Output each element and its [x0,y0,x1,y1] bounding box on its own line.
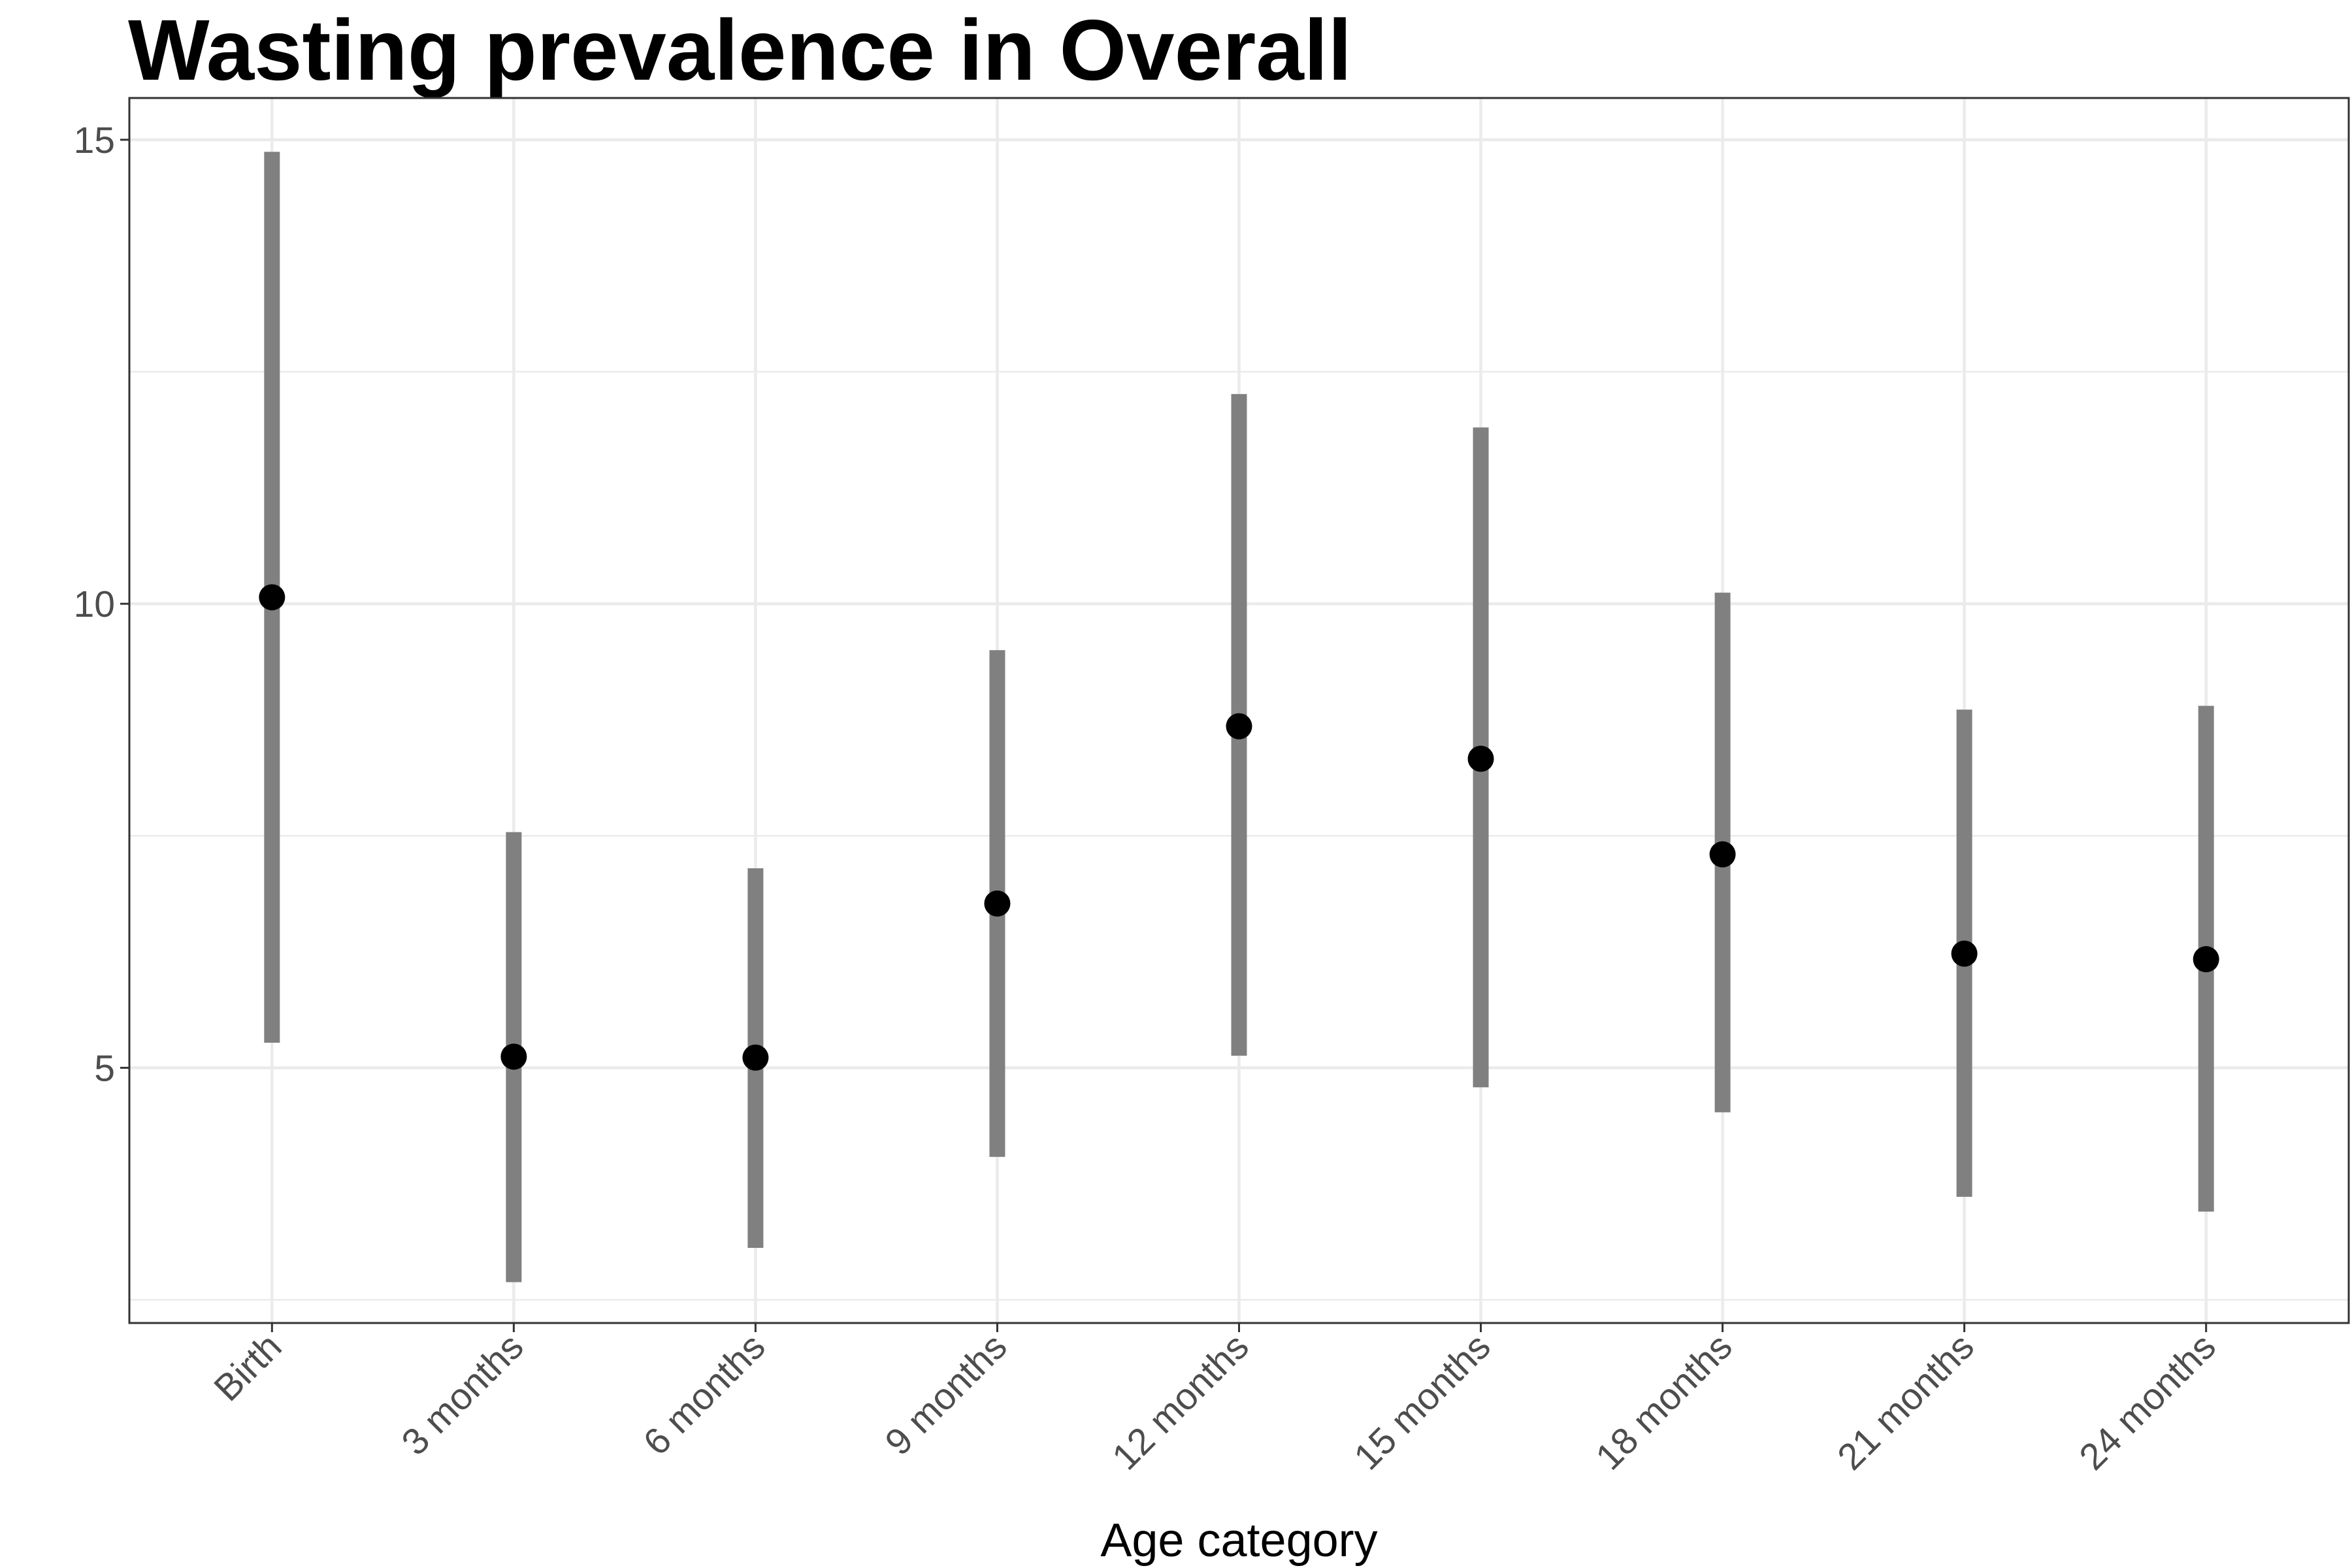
estimate-point [259,584,286,611]
x-tick-label: 12 months [1104,1326,1256,1478]
estimate-point [2193,946,2219,973]
estimate-point [1709,841,1736,868]
estimate-point [500,1043,527,1070]
point-layer [259,584,2219,1071]
x-tick-label: 18 months [1588,1326,1740,1478]
x-tick-label: 9 months [877,1326,1015,1463]
axis-layer: 5 10 15 Birth 3 months 6 months 9 months 12 mon… [74,120,2224,1478]
estimate-point [742,1044,769,1071]
x-tick-label: 21 months [1829,1326,1982,1478]
x-tick-label: Birth [206,1326,289,1409]
y-tick-label: 5 [94,1047,115,1089]
x-tick-label: 24 months [2071,1326,2223,1478]
y-tick-label: 15 [74,120,115,161]
chart-title: Wasting prevalence in Overall [128,2,1352,98]
x-tick-label: 15 months [1346,1326,1498,1478]
x-tick-label: 6 months [636,1326,774,1463]
estimate-point [1467,745,1494,772]
x-axis-title: Age category [1100,1514,1377,1567]
x-tick-label: 3 months [394,1326,532,1463]
estimate-point [1226,713,1252,740]
y-tick-label: 10 [74,583,115,625]
estimate-point [984,890,1011,917]
estimate-point [1951,940,1978,967]
